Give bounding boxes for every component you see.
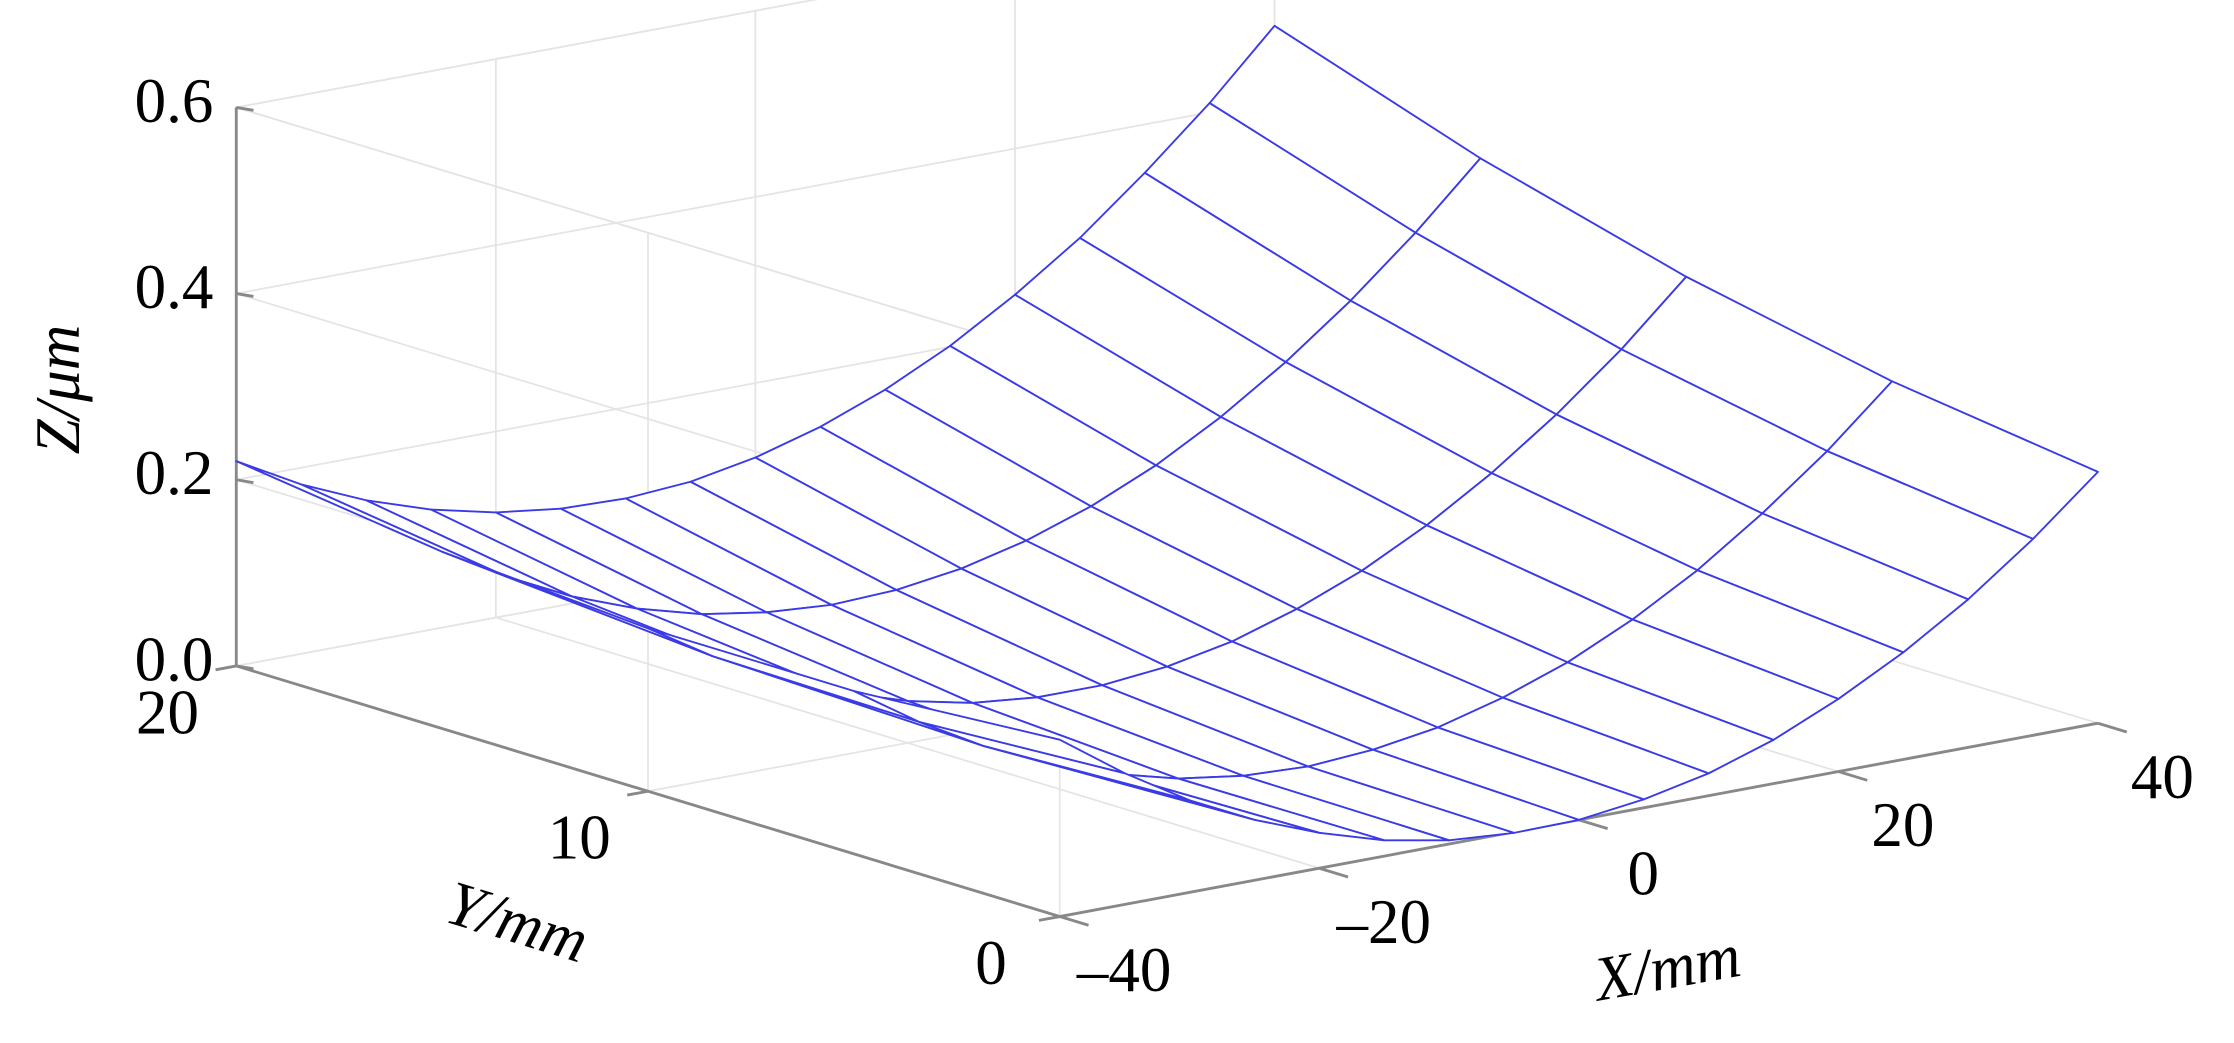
z-tick-label: 0.4 bbox=[135, 252, 214, 322]
box-edge bbox=[236, 106, 1060, 359]
y-axis-label: Y/mm bbox=[439, 867, 597, 976]
y-tick-label: 0 bbox=[975, 928, 1007, 998]
x-tick bbox=[1578, 818, 1609, 831]
z-axis-label: Z/μm bbox=[23, 325, 93, 455]
y-tick bbox=[215, 664, 237, 672]
y-tick-label: 10 bbox=[548, 803, 611, 873]
x-tick bbox=[1318, 866, 1349, 879]
x-tick-label: –40 bbox=[1076, 935, 1172, 1005]
z-tick-label: 0.6 bbox=[135, 66, 214, 136]
x-tick bbox=[2097, 721, 2128, 734]
z-tick bbox=[236, 478, 254, 485]
z-tick bbox=[236, 106, 254, 112]
y-tick bbox=[1038, 915, 1060, 922]
surface-cell bbox=[852, 690, 1126, 775]
z-tick bbox=[236, 292, 254, 298]
x-tick-label: 0 bbox=[1628, 838, 1660, 908]
box-edge bbox=[236, 0, 818, 109]
z-tick-label: 0.2 bbox=[135, 438, 214, 508]
z-tick bbox=[236, 664, 254, 671]
x-tick bbox=[1059, 915, 1089, 927]
y-tick bbox=[626, 789, 649, 797]
x-tick-label: 20 bbox=[1871, 790, 1934, 860]
x-tick-label: –20 bbox=[1335, 887, 1431, 957]
x-tick-label: 40 bbox=[2131, 742, 2194, 812]
z-tick-label: 0.0 bbox=[135, 624, 214, 694]
x-axis-label: X/mm bbox=[1586, 920, 1746, 1015]
x-tick bbox=[1837, 770, 1868, 782]
y-axis bbox=[235, 664, 1061, 918]
surface-layer bbox=[235, 24, 2099, 842]
y-tick-label: 20 bbox=[136, 677, 199, 747]
